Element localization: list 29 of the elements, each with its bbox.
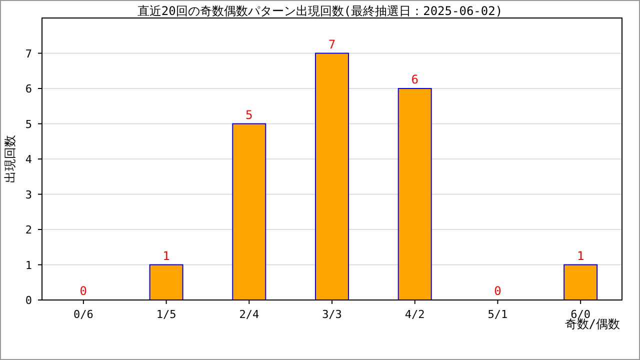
data-label: 6 — [411, 72, 418, 86]
y-axis-title: 出現回数 — [3, 135, 17, 183]
y-tick-label: 4 — [25, 153, 32, 166]
y-tick-label: 5 — [25, 118, 32, 131]
x-tick-label: 1/5 — [156, 308, 176, 321]
bar — [149, 264, 184, 300]
x-tick-label: 4/2 — [404, 308, 425, 321]
data-label: 1 — [162, 248, 170, 263]
bar — [398, 88, 432, 300]
chart-title: 直近20回の奇数偶数パターン出現回数(最終抽選日：2025-06-02) — [137, 4, 503, 18]
data-label: 0 — [80, 284, 88, 298]
y-tick-label: 1 — [25, 258, 32, 272]
bar — [232, 123, 266, 300]
data-label: 1 — [576, 248, 584, 263]
x-tick-label: 2/4 — [239, 308, 260, 321]
y-tick-label: 0 — [25, 294, 32, 307]
x-axis-title: 奇数/偶数 — [564, 317, 620, 331]
y-tick-label: 3 — [25, 188, 32, 202]
bar — [315, 52, 349, 300]
x-tick-label: 0/6 — [73, 308, 94, 321]
y-tick-label: 2 — [25, 224, 32, 236]
y-tick-label: 6 — [25, 82, 32, 96]
data-label: 0 — [494, 284, 502, 298]
x-tick-label: 3/3 — [322, 308, 342, 321]
y-tick-label: 7 — [25, 47, 32, 60]
x-tick-label: 5/1 — [488, 308, 508, 321]
data-label: 7 — [328, 37, 336, 52]
bar — [564, 264, 598, 300]
data-label: 5 — [246, 108, 253, 122]
